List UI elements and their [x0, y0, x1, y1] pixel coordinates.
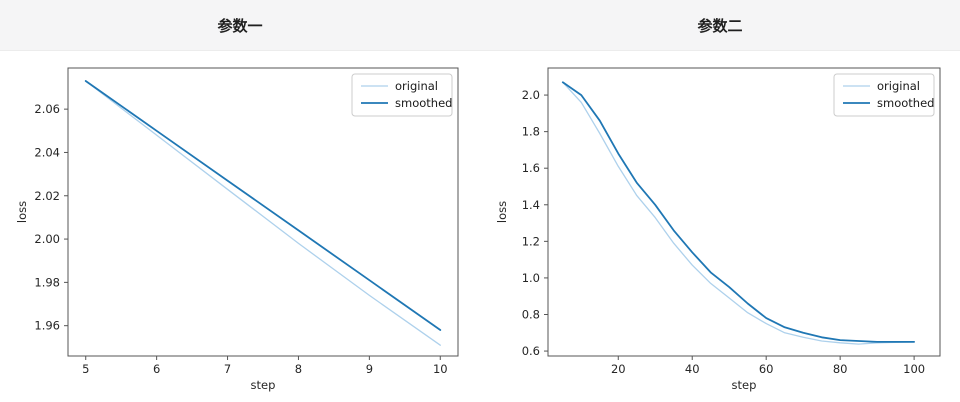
charts-row: 5 6 7 8 9 10 1.96 1.98 2.00 2.02 2.04 2.06 step loss o… [0, 50, 960, 402]
y-tick-label: 1.0 [522, 271, 540, 285]
series-line-original [562, 81, 915, 345]
x-tick-label: 5 [82, 362, 89, 376]
y-tick-label: 2.00 [34, 232, 60, 246]
legend-label-smoothed: smoothed [395, 96, 452, 110]
y-tick-label: 2.04 [34, 145, 60, 159]
y-tick-label: 2.06 [34, 102, 60, 116]
x-tick-label: 9 [366, 362, 373, 376]
chart-titles-header: 参数一 参数二 [0, 0, 960, 51]
x-tick-label: 20 [611, 362, 626, 376]
y-tick-label: 1.2 [522, 234, 540, 248]
legend-box [833, 73, 935, 117]
series-line-original [85, 80, 441, 346]
y-axis-label: loss [15, 201, 29, 223]
y-tick-label: 0.8 [522, 307, 540, 321]
chart-title-param1: 参数一 [217, 16, 263, 35]
y-tick-label: 0.6 [522, 344, 540, 358]
y-tick-label: 2.0 [522, 88, 540, 102]
legend-label-original: original [877, 79, 920, 93]
x-tick-label: 10 [433, 362, 448, 376]
x-tick-label: 8 [295, 362, 302, 376]
chart-title-param2: 参数二 [697, 16, 743, 35]
series-line-smoothed [561, 81, 916, 343]
y-tick-label: 1.8 [522, 125, 540, 139]
y-tick-label: 1.96 [34, 319, 60, 333]
x-tick-label: 80 [833, 362, 848, 376]
y-tick-label: 1.98 [34, 275, 60, 289]
y-tick-label: 2.02 [34, 189, 60, 203]
x-tick-label: 40 [685, 362, 700, 376]
loss-chart-param1: 5 6 7 8 9 10 1.96 1.98 2.00 2.02 2.04 2.06 step loss o… [15, 67, 459, 392]
y-axis-label: loss [495, 201, 509, 223]
loss-chart-param2: 20 40 60 80 100 0.6 0.8 1.0 1.2 1.4 1.6 1.8 2.0 step l… [495, 67, 941, 392]
y-tick-label: 1.6 [522, 161, 540, 175]
y-tick-label: 1.4 [522, 198, 540, 212]
legend-label-smoothed: smoothed [877, 96, 934, 110]
legend-box [351, 73, 453, 117]
x-axis-label: step [251, 378, 276, 392]
series-line-smoothed [84, 80, 442, 331]
legend-label-original: original [395, 79, 438, 93]
x-axis-label: step [732, 378, 757, 392]
x-tick-label: 6 [153, 362, 160, 376]
x-tick-label: 60 [759, 362, 774, 376]
x-tick-label: 7 [224, 362, 231, 376]
x-tick-label: 100 [903, 362, 925, 376]
